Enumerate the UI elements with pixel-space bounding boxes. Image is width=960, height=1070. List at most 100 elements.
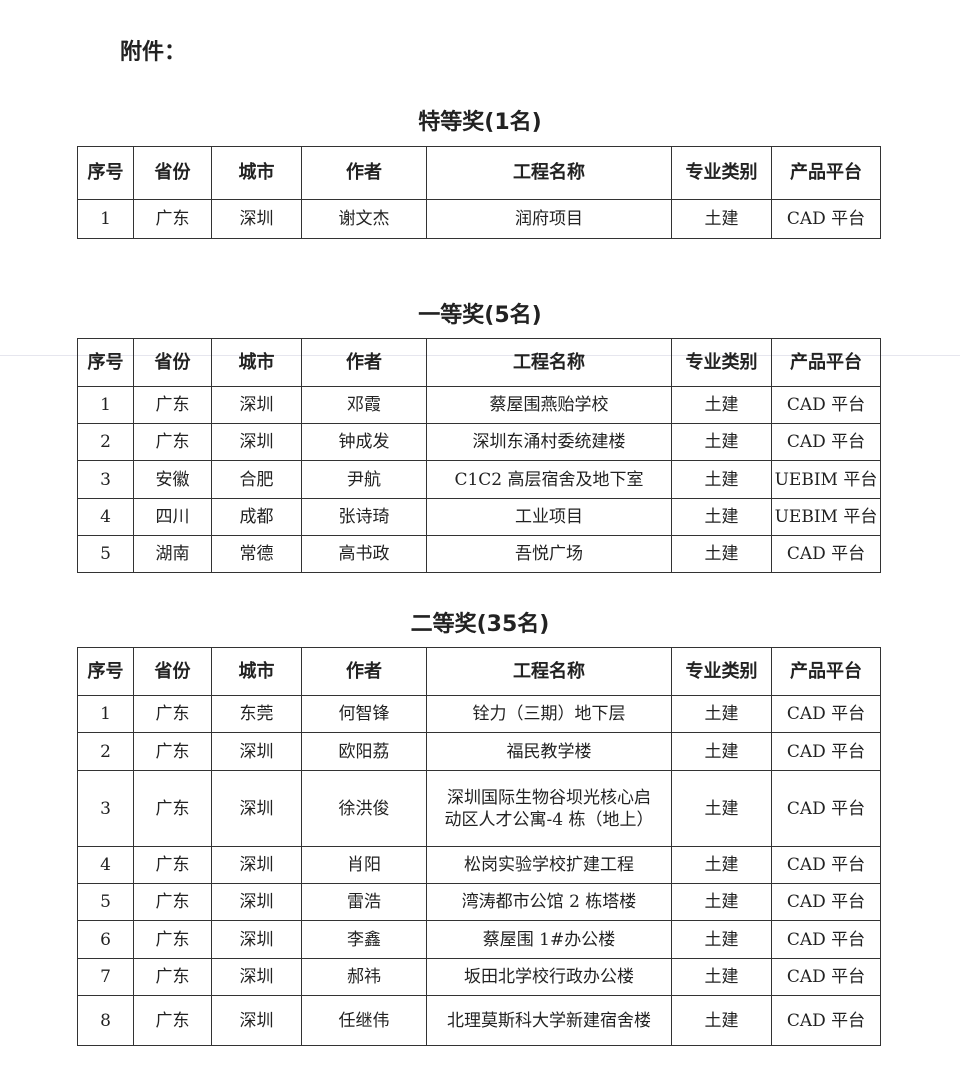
cell-author: 欧阳荔 — [301, 732, 427, 771]
cell-city: 东莞 — [211, 695, 302, 733]
cell-platform: CAD 平台 — [771, 695, 881, 733]
table-row: 8 广东 深圳 任继伟 北理莫斯科大学新建宿舍楼 土建 CAD 平台 — [77, 995, 881, 1046]
cell-author: 郝祎 — [301, 958, 427, 996]
cell-project-name: C1C2 高层宿舍及地下室 — [426, 460, 672, 499]
cell-city: 成都 — [211, 498, 302, 536]
cell-discipline: 土建 — [671, 770, 772, 847]
cell-author: 徐洪俊 — [301, 770, 427, 847]
cell-author: 张诗琦 — [301, 498, 427, 536]
cell-city: 深圳 — [211, 732, 302, 771]
cell-author: 钟成发 — [301, 423, 427, 461]
cell-discipline: 土建 — [671, 732, 772, 771]
cell-project-name: 吾悦广场 — [426, 535, 672, 573]
cell-index: 4 — [77, 498, 134, 536]
table-row: 6 广东 深圳 李鑫 蔡屋围 1#办公楼 土建 CAD 平台 — [77, 920, 881, 959]
cell-index: 2 — [77, 732, 134, 771]
cell-index: 8 — [77, 995, 134, 1046]
table-row: 2 广东 深圳 钟成发 深圳东涌村委统建楼 土建 CAD 平台 — [77, 423, 881, 461]
cell-platform: CAD 平台 — [771, 846, 881, 884]
cell-discipline: 土建 — [671, 920, 772, 959]
table-row: 2 广东 深圳 欧阳荔 福民教学楼 土建 CAD 平台 — [77, 732, 881, 771]
cell-author: 邓霞 — [301, 386, 427, 424]
cell-platform: UEBIM 平台 — [771, 498, 881, 536]
header-city: 城市 — [211, 647, 302, 696]
section-title: 一等奖(5名) — [418, 303, 542, 328]
cell-index: 1 — [77, 386, 134, 424]
cell-city: 深圳 — [211, 199, 302, 239]
header-author: 作者 — [301, 647, 427, 696]
cell-discipline: 土建 — [671, 883, 772, 921]
cell-city: 合肥 — [211, 460, 302, 499]
cell-platform: CAD 平台 — [771, 995, 881, 1046]
cell-project-name: 润府项目 — [426, 199, 672, 239]
cell-project-name: 深圳国际生物谷坝光核心启动区人才公寓-4 栋（地上） — [426, 770, 672, 847]
cell-discipline: 土建 — [671, 995, 772, 1046]
cell-platform: CAD 平台 — [771, 958, 881, 996]
header-province: 省份 — [133, 647, 212, 696]
cell-province: 广东 — [133, 958, 212, 996]
cell-author: 雷浩 — [301, 883, 427, 921]
cell-index: 1 — [77, 199, 134, 239]
table-row: 5 湖南 常德 高书政 吾悦广场 土建 CAD 平台 — [77, 535, 881, 573]
table-header-row: 序号 省份 城市 作者 工程名称 专业类别 产品平台 — [77, 338, 881, 387]
cell-discipline: 土建 — [671, 695, 772, 733]
cell-author: 谢文杰 — [301, 199, 427, 239]
header-city: 城市 — [211, 146, 302, 200]
cell-index: 5 — [77, 535, 134, 573]
cell-province: 四川 — [133, 498, 212, 536]
cell-project-name: 福民教学楼 — [426, 732, 672, 771]
cell-project-name: 深圳东涌村委统建楼 — [426, 423, 672, 461]
cell-project-name: 湾涛都市公馆 2 栋塔楼 — [426, 883, 672, 921]
table-row: 7 广东 深圳 郝祎 坂田北学校行政办公楼 土建 CAD 平台 — [77, 958, 881, 996]
cell-province: 广东 — [133, 199, 212, 239]
award-table: 序号 省份 城市 作者 工程名称 专业类别 产品平台 1 广东 深圳 邓霞 蔡屋围燕贻学校 土建 CAD … — [77, 338, 881, 573]
cell-city: 深圳 — [211, 423, 302, 461]
cell-platform: CAD 平台 — [771, 883, 881, 921]
header-province: 省份 — [133, 146, 212, 200]
cell-city: 深圳 — [211, 386, 302, 424]
header-index: 序号 — [77, 146, 134, 200]
cell-city: 深圳 — [211, 995, 302, 1046]
table-row: 1 广东 深圳 邓霞 蔡屋围燕贻学校 土建 CAD 平台 — [77, 386, 881, 424]
attachment-label: 附件： — [120, 40, 187, 65]
header-platform: 产品平台 — [771, 647, 881, 696]
cell-province: 广东 — [133, 846, 212, 884]
cell-author: 高书政 — [301, 535, 427, 573]
cell-province: 广东 — [133, 995, 212, 1046]
header-platform: 产品平台 — [771, 338, 881, 387]
cell-city: 深圳 — [211, 958, 302, 996]
table-row: 1 广东 深圳 谢文杰 润府项目 土建 CAD 平台 — [77, 199, 881, 239]
cell-discipline: 土建 — [671, 386, 772, 424]
table-header-row: 序号 省份 城市 作者 工程名称 专业类别 产品平台 — [77, 647, 881, 696]
cell-province: 广东 — [133, 883, 212, 921]
cell-discipline: 土建 — [671, 498, 772, 536]
cell-author: 何智锋 — [301, 695, 427, 733]
cell-author: 任继伟 — [301, 995, 427, 1046]
award-table: 序号 省份 城市 作者 工程名称 专业类别 产品平台 1 广东 东莞 何智锋 铨力（三期）地下层 土建 C… — [77, 647, 881, 1046]
cell-city: 深圳 — [211, 846, 302, 884]
table-row: 4 广东 深圳 肖阳 松岗实验学校扩建工程 土建 CAD 平台 — [77, 846, 881, 884]
cell-platform: CAD 平台 — [771, 732, 881, 771]
header-index: 序号 — [77, 338, 134, 387]
cell-platform: CAD 平台 — [771, 535, 881, 573]
cell-project-name: 蔡屋围 1#办公楼 — [426, 920, 672, 959]
cell-index: 6 — [77, 920, 134, 959]
cell-discipline: 土建 — [671, 460, 772, 499]
cell-city: 深圳 — [211, 770, 302, 847]
table-row: 3 安徽 合肥 尹航 C1C2 高层宿舍及地下室 土建 UEBIM 平台 — [77, 460, 881, 499]
cell-project-name: 铨力（三期）地下层 — [426, 695, 672, 733]
cell-province: 广东 — [133, 695, 212, 733]
cell-platform: CAD 平台 — [771, 386, 881, 424]
cell-province: 广东 — [133, 386, 212, 424]
header-author: 作者 — [301, 338, 427, 387]
cell-author: 尹航 — [301, 460, 427, 499]
cell-discipline: 土建 — [671, 958, 772, 996]
section-title: 特等奖(1名) — [418, 110, 542, 135]
cell-index: 1 — [77, 695, 134, 733]
header-index: 序号 — [77, 647, 134, 696]
cell-project-name: 北理莫斯科大学新建宿舍楼 — [426, 995, 672, 1046]
header-author: 作者 — [301, 146, 427, 200]
table-row: 5 广东 深圳 雷浩 湾涛都市公馆 2 栋塔楼 土建 CAD 平台 — [77, 883, 881, 921]
cell-project-name: 坂田北学校行政办公楼 — [426, 958, 672, 996]
cell-index: 5 — [77, 883, 134, 921]
